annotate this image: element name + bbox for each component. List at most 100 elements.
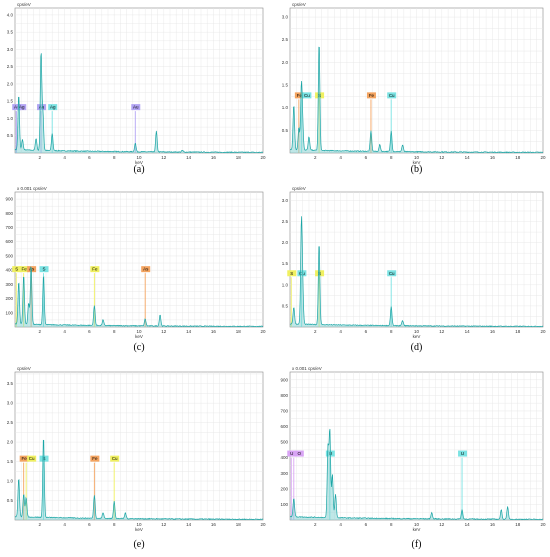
x-tick-label: 12 bbox=[161, 329, 167, 334]
y-tick-label: 500 bbox=[280, 440, 288, 445]
spectrum-line bbox=[289, 216, 544, 328]
x-axis-label: keV bbox=[135, 334, 143, 339]
element-label-box bbox=[12, 104, 22, 111]
x-tick-label: 2 bbox=[314, 522, 317, 527]
x-tick-label: 12 bbox=[439, 155, 445, 160]
x-tick-label: 4 bbox=[63, 155, 66, 160]
panel-caption: (d) bbox=[411, 342, 423, 353]
y-tick-label: 2.0 bbox=[7, 440, 14, 445]
y-tick-label: 3.0 bbox=[7, 401, 14, 406]
x-tick-label: 16 bbox=[490, 522, 496, 527]
panel-f: 100 200 300 400 500 600 700 800 900 2 4 6 8 10 12 14 16 1… bbox=[280, 366, 546, 550]
x-tick-label: 10 bbox=[414, 155, 420, 160]
x-tick-label: 18 bbox=[515, 155, 521, 160]
element-label-box bbox=[90, 455, 100, 462]
y-tick-label: 0.5 bbox=[7, 133, 14, 138]
element-label-box bbox=[19, 266, 29, 273]
y-tick-label: 3.0 bbox=[282, 15, 289, 20]
x-tick-label: 6 bbox=[365, 155, 368, 160]
y-tick-label: 500 bbox=[5, 253, 13, 258]
y-tick-label: 2.5 bbox=[7, 420, 14, 425]
y-tick-label: 2.0 bbox=[7, 81, 14, 86]
x-axis-label: keV bbox=[413, 527, 421, 532]
x-tick-label: 20 bbox=[260, 155, 266, 160]
x-tick-label: 16 bbox=[211, 329, 217, 334]
element-label: O bbox=[298, 451, 302, 456]
y-tick-label: 1.0 bbox=[7, 479, 14, 484]
y-tick-label: 4.0 bbox=[7, 12, 14, 17]
panel-caption: (a) bbox=[133, 164, 144, 175]
x-tick-label: 12 bbox=[439, 329, 445, 334]
x-tick-label: 8 bbox=[113, 522, 116, 527]
element-label-box bbox=[27, 455, 37, 462]
y-tick-label: 100 bbox=[5, 310, 13, 315]
element-label: S bbox=[15, 267, 18, 272]
y-tick-label: 800 bbox=[5, 211, 13, 216]
x-tick-label: 4 bbox=[63, 329, 66, 334]
element-label-box bbox=[39, 266, 49, 273]
element-label: Cu bbox=[304, 93, 310, 98]
y-tick-label: 300 bbox=[280, 471, 288, 476]
panel-d: 0.5 1.0 1.5 2.0 2.5 3.0 2 4 6 8 10 12 14 16 18 20 cps/eV… bbox=[282, 186, 546, 353]
element-label: Fe bbox=[22, 456, 28, 461]
y-tick-label: 600 bbox=[280, 424, 288, 429]
element-label: As bbox=[143, 267, 149, 272]
x-tick-label: 14 bbox=[465, 155, 471, 160]
y-tick-label: 300 bbox=[5, 282, 13, 287]
x-tick-label: 12 bbox=[161, 155, 167, 160]
element-label-box bbox=[366, 92, 376, 99]
element-label: Cu bbox=[389, 93, 395, 98]
spectrum-fill bbox=[15, 53, 263, 154]
spectrum-line bbox=[14, 53, 264, 154]
x-axis-label: keV bbox=[135, 527, 143, 532]
element-label: Ag bbox=[19, 105, 25, 110]
x-tick-label: 8 bbox=[113, 329, 116, 334]
x-tick-label: 20 bbox=[540, 329, 546, 334]
x-tick-label: 6 bbox=[365, 522, 368, 527]
panel-e: 0.5 1.0 1.5 2.0 2.5 3.0 3.5 2 4 6 8 10 12 14 16 18 20 cps… bbox=[7, 366, 266, 550]
x-tick-label: 8 bbox=[390, 329, 393, 334]
y-tick-label: 1.5 bbox=[7, 99, 14, 104]
x-tick-label: 14 bbox=[186, 155, 192, 160]
spectrum-line bbox=[14, 439, 264, 521]
x-tick-label: 4 bbox=[63, 522, 66, 527]
x-tick-label: 10 bbox=[136, 329, 142, 334]
y-tick-label: 3.0 bbox=[282, 198, 289, 203]
element-label-box bbox=[110, 455, 120, 462]
element-label: Cu bbox=[29, 456, 35, 461]
x-tick-label: 2 bbox=[39, 155, 42, 160]
x-tick-label: 14 bbox=[186, 329, 192, 334]
element-label-box bbox=[287, 270, 297, 277]
element-label-box bbox=[302, 92, 312, 99]
panel-caption: (e) bbox=[133, 539, 144, 550]
element-label: Au bbox=[14, 105, 20, 110]
y-axis-label: x 0.001 cps/eV bbox=[17, 186, 47, 191]
element-label: As bbox=[29, 267, 35, 272]
y-tick-label: 400 bbox=[5, 268, 13, 273]
element-label: Cu bbox=[389, 271, 395, 276]
y-axis-label: cps/eV bbox=[17, 2, 31, 7]
x-tick-label: 4 bbox=[339, 522, 342, 527]
element-label: Fe bbox=[92, 267, 98, 272]
x-tick-label: 8 bbox=[113, 155, 116, 160]
x-tick-label: 12 bbox=[161, 522, 167, 527]
x-tick-label: 2 bbox=[39, 329, 42, 334]
x-tick-label: 16 bbox=[211, 522, 217, 527]
y-tick-label: 2.0 bbox=[282, 60, 289, 65]
x-tick-label: 16 bbox=[490, 329, 496, 334]
x-tick-label: 20 bbox=[540, 155, 546, 160]
y-tick-label: 700 bbox=[5, 225, 13, 230]
x-tick-label: 20 bbox=[260, 329, 266, 334]
panel-caption: (f) bbox=[412, 539, 422, 550]
x-tick-label: 10 bbox=[136, 155, 142, 160]
y-tick-label: 1.5 bbox=[282, 83, 289, 88]
element-label: S bbox=[43, 267, 46, 272]
x-tick-label: 6 bbox=[88, 155, 91, 160]
element-label-box bbox=[17, 104, 27, 111]
y-tick-label: 1.5 bbox=[7, 459, 14, 464]
y-tick-label: 2.5 bbox=[7, 64, 14, 69]
element-label-box bbox=[294, 450, 304, 457]
element-label: Fe bbox=[369, 93, 375, 98]
y-axis-label: cps/eV bbox=[292, 186, 306, 191]
